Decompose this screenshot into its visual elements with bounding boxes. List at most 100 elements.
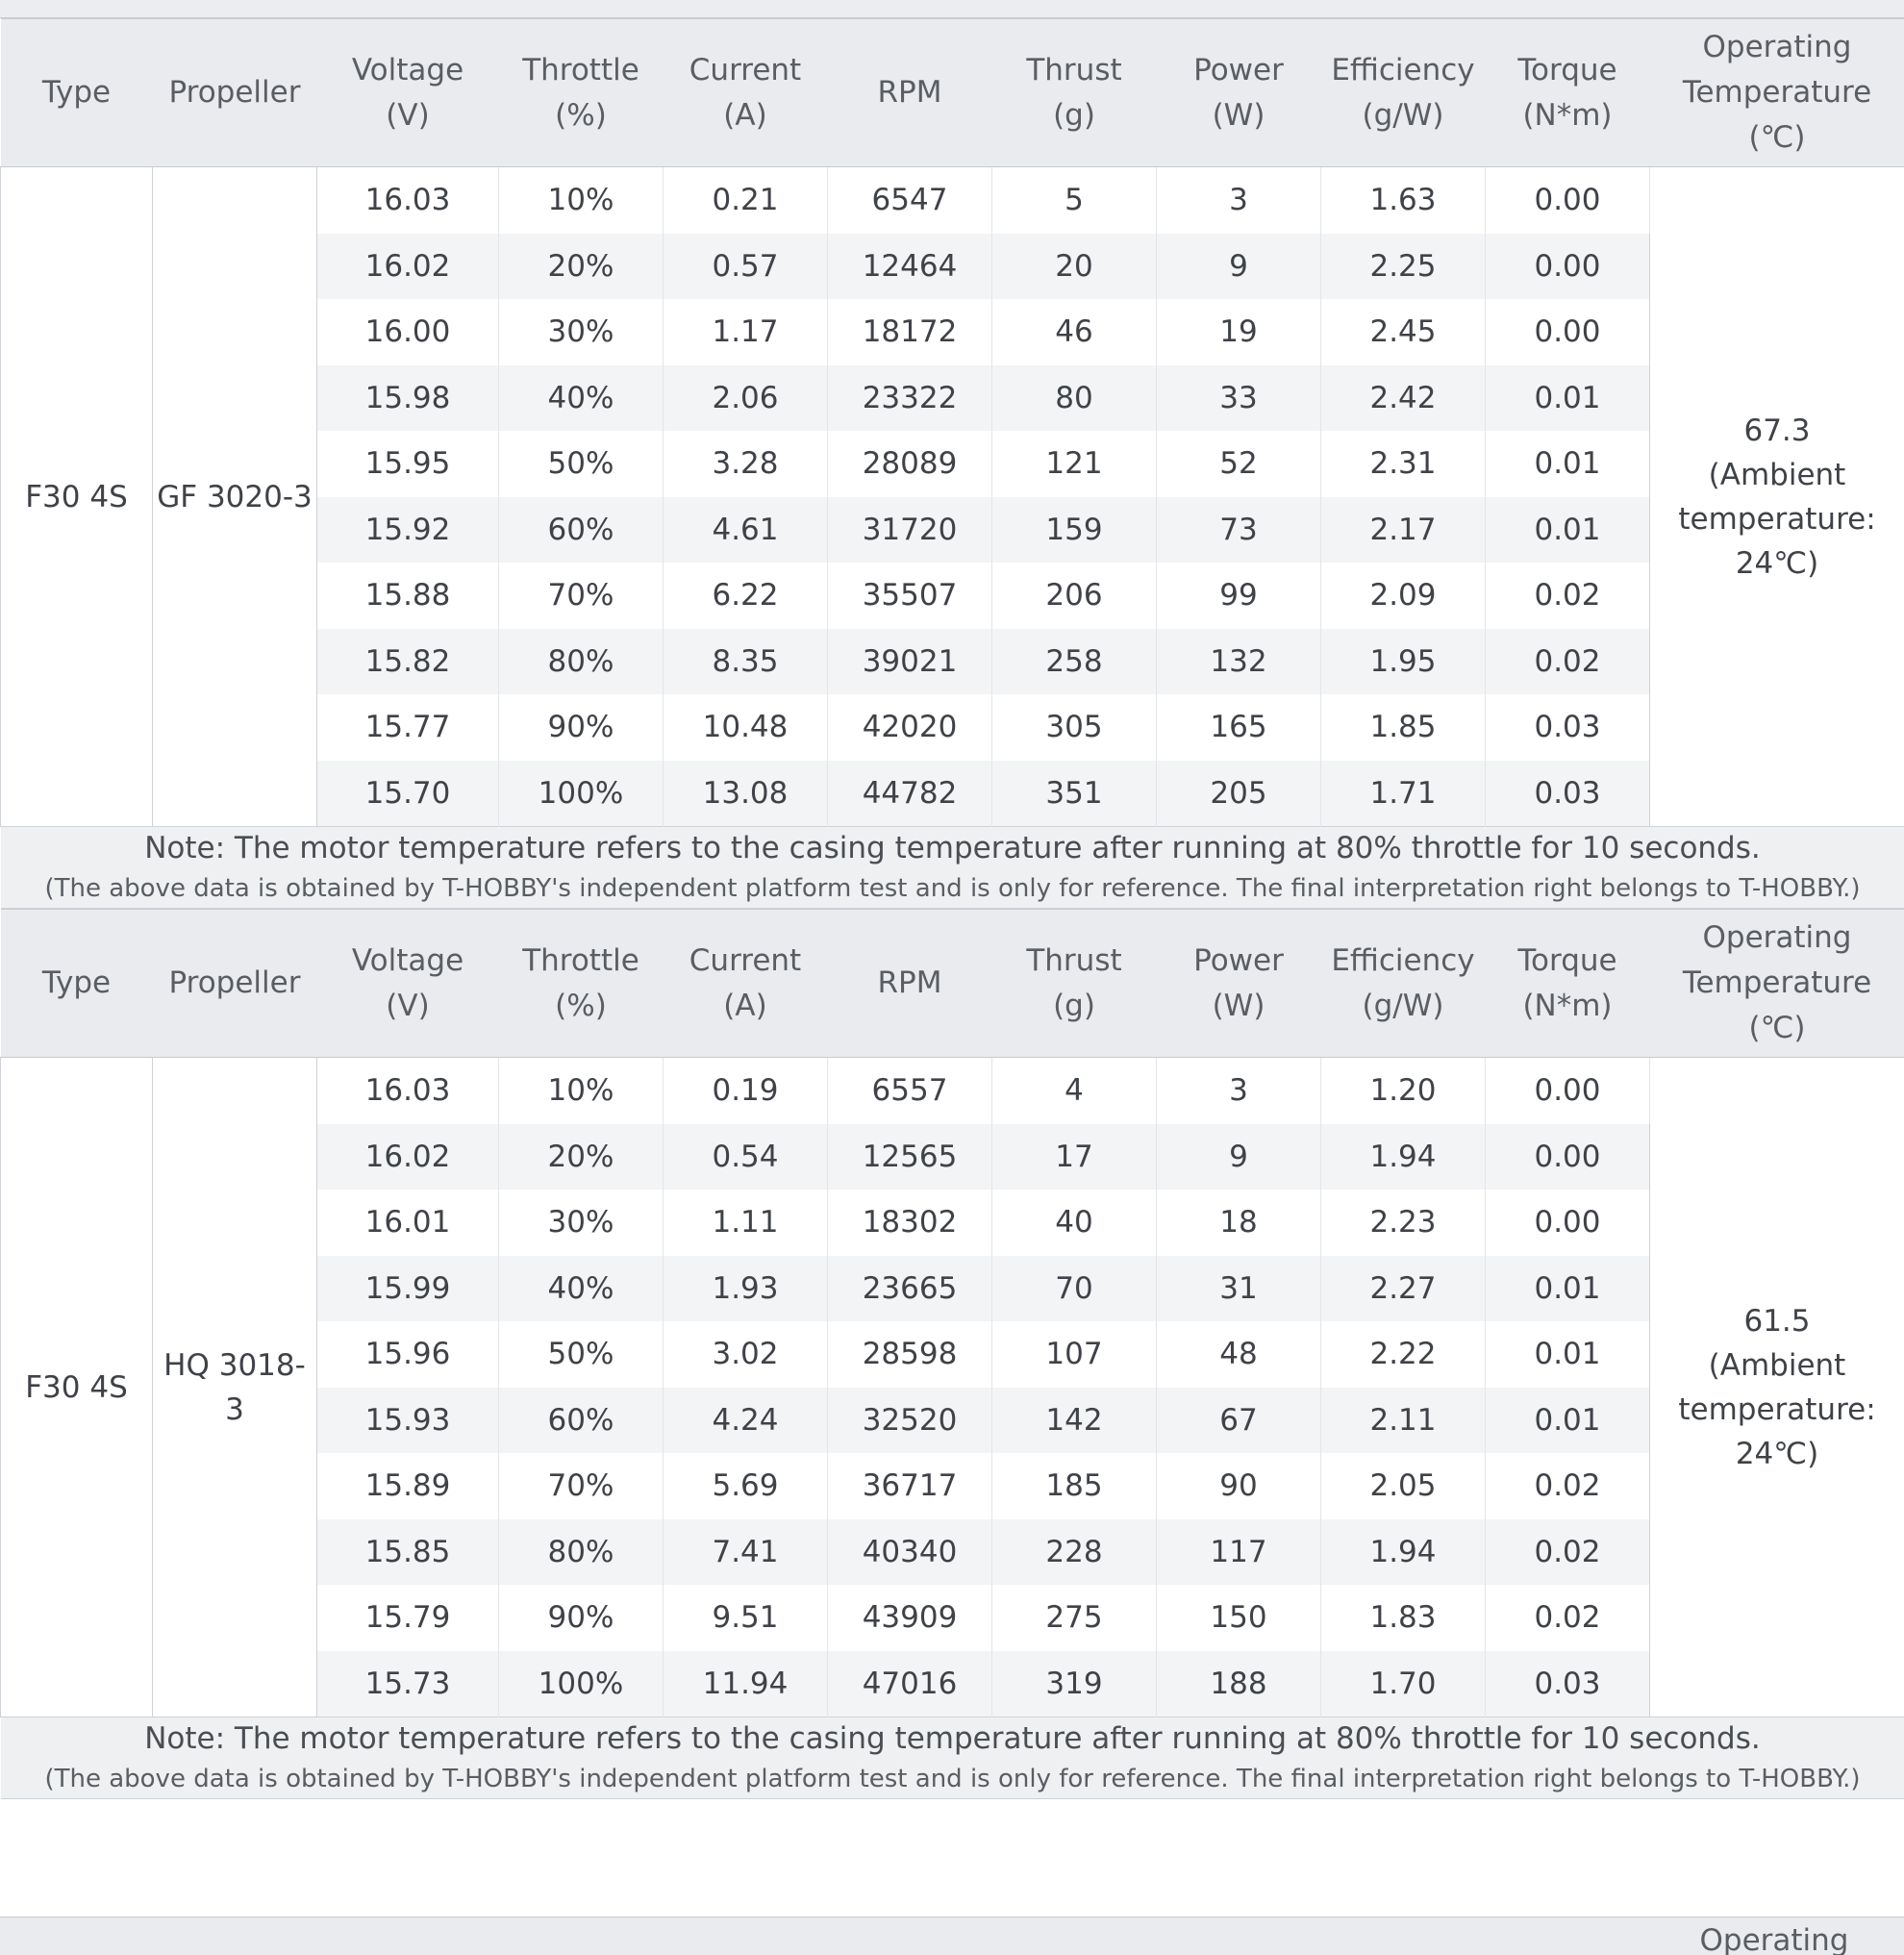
power-cell: 117 — [1156, 1518, 1321, 1585]
table-row: 16.02 20% 0.57 12464 20 9 2.25 0.00 — [1, 233, 1904, 299]
thrust-cell: 40 — [991, 1190, 1157, 1256]
table-row: 15.99 40% 1.93 23665 70 31 2.27 0.01 — [1, 1255, 1904, 1321]
thrust-cell: 80 — [991, 364, 1157, 431]
efficiency-cell: 2.45 — [1320, 299, 1486, 365]
thrust-cell: 142 — [991, 1387, 1157, 1453]
efficiency-cell: 1.85 — [1320, 694, 1486, 761]
temperature-note: Note: The motor temperature refers to th… — [144, 831, 1761, 865]
throttle-cell: 80% — [498, 628, 664, 694]
rpm-cell: 35507 — [827, 563, 992, 629]
voltage-cell: 15.70 — [316, 760, 499, 827]
table-row: 15.93 60% 4.24 32520 142 67 2.11 0.01 — [1, 1387, 1904, 1453]
header-torque: Torque (N*m) — [1485, 909, 1650, 1058]
thrust-cell: 4 — [991, 1057, 1157, 1124]
power-cell: 48 — [1156, 1321, 1321, 1388]
rpm-cell: 12565 — [827, 1123, 992, 1190]
efficiency-cell: 1.71 — [1320, 760, 1486, 827]
torque-cell: 0.00 — [1485, 1123, 1650, 1190]
tables-container: Type Propeller Voltage (V) Throttle (%) Curr… — [0, 18, 1904, 1799]
throttle-cell: 80% — [498, 1518, 664, 1585]
thrust-cell: 228 — [991, 1518, 1157, 1585]
throttle-cell: 60% — [498, 1387, 664, 1453]
header-operating-temperature: Operating Temperature (℃) — [1649, 909, 1904, 1058]
thrust-cell: 46 — [991, 299, 1157, 365]
efficiency-cell: 2.05 — [1320, 1453, 1486, 1519]
header-propeller: Propeller — [152, 18, 317, 167]
type-cell: F30 4S — [0, 1057, 153, 1717]
power-cell: 19 — [1156, 299, 1321, 365]
torque-cell: 0.00 — [1485, 233, 1650, 299]
power-cell: 73 — [1156, 496, 1321, 563]
current-cell: 0.21 — [663, 166, 828, 234]
thrust-cell: 351 — [991, 760, 1157, 827]
throttle-cell: 40% — [498, 364, 664, 431]
torque-cell: 0.02 — [1485, 628, 1650, 694]
current-cell: 4.61 — [663, 496, 828, 563]
throttle-cell: 90% — [498, 1585, 664, 1651]
current-cell: 0.54 — [663, 1123, 828, 1190]
power-cell: 188 — [1156, 1650, 1321, 1717]
power-cell: 99 — [1156, 563, 1321, 629]
torque-cell: 0.02 — [1485, 1453, 1650, 1519]
torque-cell: 0.01 — [1485, 1255, 1650, 1321]
rpm-cell: 6557 — [827, 1057, 992, 1124]
header-efficiency: Efficiency (g/W) — [1320, 909, 1486, 1058]
temperature-note: Note: The motor temperature refers to th… — [144, 1721, 1761, 1756]
disclaimer-note: (The above data is obtained by T-HOBBY's… — [44, 874, 1861, 903]
current-cell: 5.69 — [663, 1453, 828, 1519]
performance-table: Type Propeller Voltage (V) Throttle (%) Curr… — [0, 909, 1904, 1799]
disclaimer-note: (The above data is obtained by T-HOBBY's… — [44, 1765, 1861, 1793]
header-torque: Torque (N*m) — [1485, 18, 1650, 167]
note-row: Note: The motor temperature refers to th… — [0, 1717, 1904, 1799]
efficiency-cell: 1.94 — [1320, 1123, 1486, 1190]
voltage-cell: 16.03 — [316, 1057, 499, 1124]
torque-cell: 0.02 — [1485, 563, 1650, 629]
torque-cell: 0.01 — [1485, 364, 1650, 431]
torque-cell: 0.01 — [1485, 1321, 1650, 1388]
header-thrust: Thrust (g) — [991, 909, 1157, 1058]
rpm-cell: 12464 — [827, 233, 992, 299]
table-row: 16.01 30% 1.11 18302 40 18 2.23 0.00 — [1, 1190, 1904, 1256]
top-strip — [0, 0, 1904, 18]
header-type: Type — [0, 909, 153, 1058]
rpm-cell: 28598 — [827, 1321, 992, 1388]
header-type: Type — [0, 18, 153, 167]
thrust-cell: 107 — [991, 1321, 1157, 1388]
table-row: 15.79 90% 9.51 43909 275 150 1.83 0.02 — [1, 1585, 1904, 1651]
power-cell: 18 — [1156, 1190, 1321, 1256]
current-cell: 9.51 — [663, 1585, 828, 1651]
rpm-cell: 31720 — [827, 496, 992, 563]
header-row: Type Propeller Voltage (V) Throttle (%) Curr… — [0, 18, 1904, 167]
power-cell: 90 — [1156, 1453, 1321, 1519]
efficiency-cell: 1.70 — [1320, 1650, 1486, 1717]
table-row: 15.92 60% 4.61 31720 159 73 2.17 0.01 — [1, 496, 1904, 563]
voltage-cell: 15.85 — [316, 1518, 499, 1585]
throttle-cell: 100% — [498, 760, 664, 827]
voltage-cell: 16.00 — [316, 299, 499, 365]
power-cell: 9 — [1156, 1123, 1321, 1190]
temperature-cell: 67.3 (Ambient temperature: 24℃) — [1649, 166, 1904, 827]
current-cell: 7.41 — [663, 1518, 828, 1585]
note-cell: Note: The motor temperature refers to th… — [0, 826, 1904, 909]
power-cell: 205 — [1156, 760, 1321, 827]
throttle-cell: 70% — [498, 1453, 664, 1519]
torque-cell: 0.00 — [1485, 166, 1650, 234]
table-row: 15.82 80% 8.35 39021 258 132 1.95 0.02 — [1, 628, 1904, 694]
current-cell: 1.17 — [663, 299, 828, 365]
torque-cell: 0.03 — [1485, 1650, 1650, 1717]
efficiency-cell: 2.09 — [1320, 563, 1486, 629]
torque-cell: 0.02 — [1485, 1518, 1650, 1585]
header-operating-temperature: Operating Temperature (℃) — [1649, 18, 1904, 167]
throttle-cell: 20% — [498, 233, 664, 299]
voltage-cell: 15.96 — [316, 1321, 499, 1388]
rpm-cell: 40340 — [827, 1518, 992, 1585]
table-row: 15.73 100% 11.94 47016 319 188 1.70 0.03 — [1, 1650, 1904, 1717]
propeller-cell: GF 3020-3 — [152, 166, 317, 827]
torque-cell: 0.01 — [1485, 496, 1650, 563]
header-voltage: Voltage (V) — [316, 909, 499, 1058]
efficiency-cell: 1.83 — [1320, 1585, 1486, 1651]
rpm-cell: 43909 — [827, 1585, 992, 1651]
throttle-cell: 90% — [498, 694, 664, 761]
voltage-cell: 15.95 — [316, 431, 499, 497]
thrust-cell: 275 — [991, 1585, 1157, 1651]
